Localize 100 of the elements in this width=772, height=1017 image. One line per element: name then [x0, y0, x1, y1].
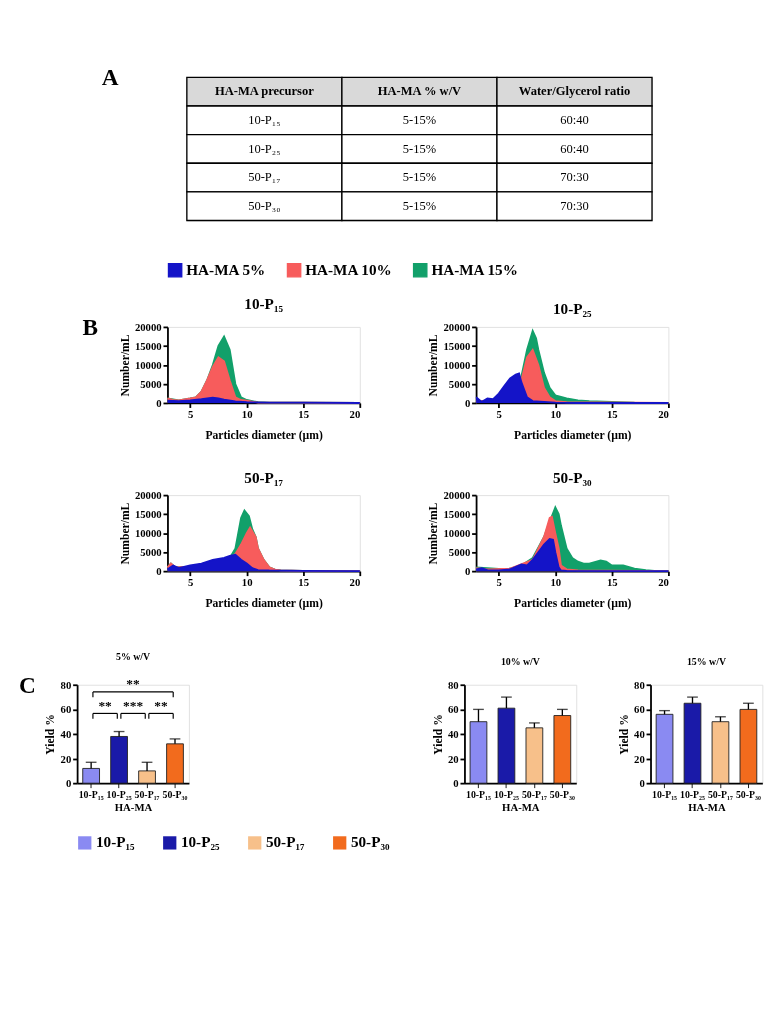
chart-title: 10-P₂₅: [552, 300, 593, 318]
x-axis-title: Particles diameter (µm): [514, 429, 632, 443]
legend-label: 10-P₂₅: [180, 833, 220, 851]
y-tick-label: 5000: [140, 546, 162, 559]
text: 5-15%: [402, 141, 437, 156]
y-tick-label: 20000: [443, 321, 471, 333]
x-tick-label: 20: [349, 407, 361, 420]
x-tick-label: 15: [298, 575, 310, 588]
chart-title: 10% w/V: [500, 656, 540, 668]
legend-label: 50-P₁₇: [265, 833, 305, 851]
y-tick-label: 10000: [134, 359, 162, 372]
x-tick-label: 10: [241, 575, 253, 588]
x-tick-label: 20: [658, 407, 669, 420]
x-tick-label: 10: [550, 575, 562, 588]
y-tick-label: 10000: [443, 527, 471, 540]
x-tick-label: 10: [241, 407, 253, 420]
x-tick-label: 50-P₁₇: [134, 788, 160, 800]
x-tick-label: 5: [496, 575, 502, 588]
text: 70:30: [560, 170, 589, 185]
x-tick-label: 10-P₁₅: [465, 788, 492, 800]
text: 5-15%: [402, 170, 437, 185]
y-tick-label: 10000: [443, 359, 471, 372]
y-tick-label: 0: [464, 397, 471, 410]
legend-label: HA-MA 10%: [305, 260, 392, 278]
text: 50-P₁₇: [248, 170, 281, 185]
y-tick-label: 5000: [140, 378, 162, 391]
x-tick-label: 5: [187, 575, 194, 588]
x-tick-label: 5: [496, 407, 502, 420]
chart-title: 50-P₃₀: [552, 468, 593, 486]
chart-title: 15% w/V: [686, 656, 726, 668]
x-tick-label: 15: [606, 575, 618, 588]
chart-title: 50-P₁₇: [244, 468, 284, 486]
y-axis-title: Yield %: [617, 714, 631, 755]
x-tick-label: 50-P₁₇: [707, 788, 733, 800]
y-tick-label: 20000: [443, 489, 471, 502]
y-tick-label: 5000: [448, 378, 471, 391]
text: 10-P₁₅: [248, 112, 281, 127]
annotation: **: [98, 697, 113, 713]
y-axis-title: Yield %: [431, 714, 445, 755]
y-tick-label: 5000: [448, 546, 471, 559]
y-tick-label: 10000: [134, 527, 162, 540]
y-axis-title: Number/mL: [427, 334, 441, 397]
x-axis-title: HA-MA: [114, 801, 153, 814]
x-tick-label: 15: [606, 407, 618, 420]
x-axis-title: Particles diameter (µm): [514, 597, 632, 611]
annotation: ***: [123, 697, 144, 713]
y-tick-label: 15000: [443, 340, 471, 353]
y-tick-label: 60: [60, 703, 72, 716]
x-tick-label: 5: [187, 407, 194, 420]
legend-label: 10-P₁₅: [95, 833, 136, 851]
y-tick-label: 60: [447, 703, 459, 716]
y-tick-label: 0: [156, 565, 162, 578]
y-tick-label: 80: [634, 678, 645, 691]
y-tick-label: 15000: [134, 340, 162, 353]
y-axis-title: Number/mL: [427, 502, 441, 565]
category-label: Water/Glycerol ratio: [518, 84, 631, 99]
text: 60:40: [560, 141, 589, 156]
y-tick-label: 20: [634, 752, 645, 765]
x-axis-title: HA-MA: [688, 801, 726, 814]
y-tick-label: 80: [60, 678, 72, 691]
y-tick-label: 80: [447, 678, 459, 691]
y-axis-title: Number/mL: [118, 502, 132, 565]
y-tick-label: 15000: [134, 508, 162, 521]
x-tick-label: 50-P₁₇: [521, 788, 547, 800]
y-tick-label: 15000: [443, 508, 471, 521]
chart-title: 5% w/V: [116, 650, 151, 662]
text: 70:30: [560, 198, 589, 213]
x-tick-label: 10-P₂₅: [680, 788, 706, 800]
text: 50-P₃₀: [248, 198, 281, 213]
x-tick-label: 10: [550, 407, 562, 420]
y-tick-label: 40: [634, 728, 645, 741]
x-tick-label: 10-P₁₅: [78, 788, 104, 800]
x-tick-label: 20: [349, 575, 361, 588]
y-tick-label: 20: [60, 752, 72, 765]
y-tick-label: 0: [464, 565, 471, 578]
x-axis-title: Particles diameter (µm): [205, 597, 323, 611]
x-tick-label: 50-P₃₀: [735, 788, 761, 800]
y-axis-title: Yield %: [44, 714, 58, 755]
y-tick-label: 0: [65, 777, 72, 790]
annotation: **: [126, 676, 141, 692]
text: A: [101, 64, 119, 91]
x-tick-label: 50-P₃₀: [162, 788, 188, 800]
x-tick-label: 15: [298, 407, 310, 420]
y-tick-label: 40: [60, 728, 72, 741]
category-label: HA-MA precursor: [214, 84, 315, 99]
legend-label: 50-P₃₀: [350, 833, 390, 851]
text: C: [19, 671, 36, 698]
y-tick-label: 0: [156, 397, 162, 410]
x-tick-label: 20: [658, 575, 669, 588]
text: B: [82, 314, 99, 341]
y-tick-label: 0: [453, 777, 459, 790]
category-label: HA-MA % w/V: [377, 84, 462, 99]
x-tick-label: 10-P₂₅: [493, 788, 519, 800]
text: 10-P₂₅: [248, 141, 281, 156]
x-axis-title: HA-MA: [502, 801, 540, 814]
x-axis-title: Particles diameter (µm): [205, 429, 323, 443]
x-tick-label: 10-P₁₅: [652, 788, 678, 800]
chart-title: 10-P₁₅: [244, 295, 284, 313]
legend-label: HA-MA 15%: [431, 260, 518, 278]
y-tick-label: 40: [447, 728, 459, 741]
